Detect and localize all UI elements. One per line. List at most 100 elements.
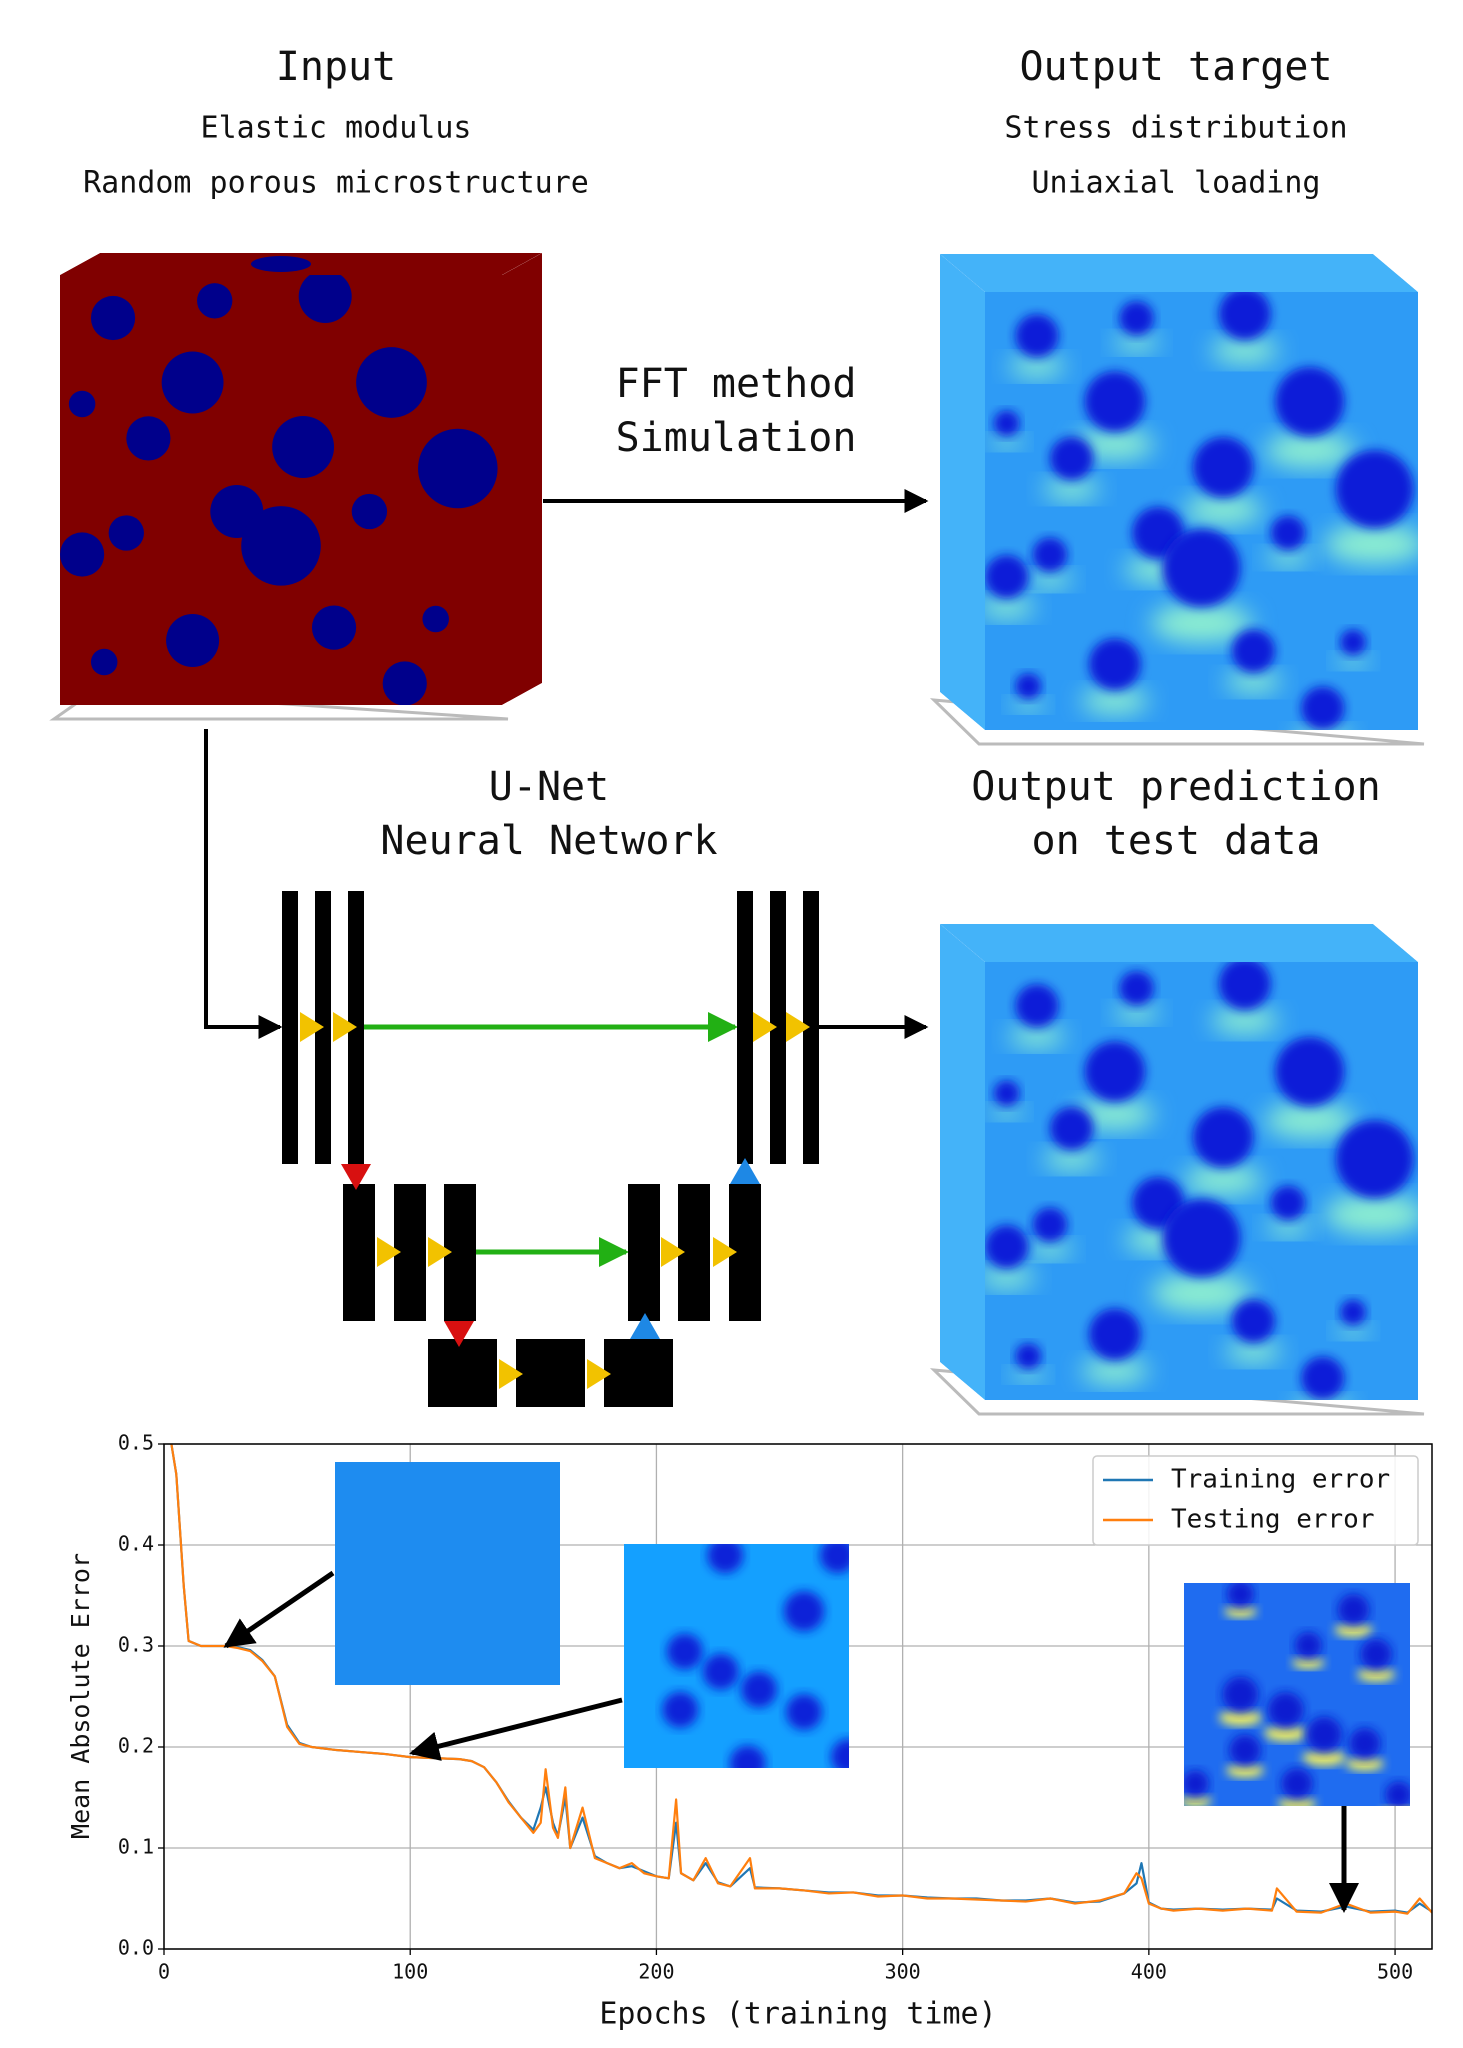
highlight [1324, 524, 1418, 564]
highlight [1218, 1709, 1263, 1726]
cube [929, 254, 1425, 746]
simulation-label: FFT method [616, 361, 857, 407]
operation [661, 1237, 685, 1267]
inset [1184, 1583, 1415, 1818]
pore [1231, 629, 1276, 673]
data-line [170, 1444, 1432, 1915]
highlight [1043, 1148, 1100, 1170]
face [985, 292, 1418, 730]
highlight [1008, 355, 1066, 378]
pore [666, 1633, 703, 1670]
highlight [1278, 1796, 1316, 1806]
pore [1340, 629, 1367, 656]
pore [662, 1691, 699, 1728]
pore [166, 613, 220, 668]
highlight [1075, 429, 1155, 460]
pore [1162, 528, 1241, 607]
operation [377, 1237, 401, 1267]
pore [1348, 1727, 1381, 1760]
pore [1222, 1676, 1259, 1713]
pore [985, 555, 1029, 599]
highlight [989, 435, 1024, 449]
pore [1226, 1583, 1255, 1608]
layer [516, 1339, 585, 1407]
highlight [1183, 1164, 1263, 1196]
face [940, 254, 1418, 292]
field [940, 254, 1418, 292]
pore [418, 428, 498, 509]
pore [197, 283, 233, 319]
operation [713, 1237, 737, 1267]
field [940, 924, 985, 1400]
operation [499, 1359, 523, 1389]
pore [1049, 1106, 1094, 1151]
pore [1275, 366, 1345, 437]
inset-field [624, 1544, 849, 1768]
layer [343, 1184, 375, 1321]
highlight [985, 596, 1035, 619]
pore [1015, 314, 1059, 358]
prediction-label: on test data [1032, 818, 1321, 864]
input-line: Random porous microstructure [83, 166, 589, 201]
operations [300, 1012, 810, 1389]
shade [940, 254, 1418, 292]
pore [1184, 1770, 1209, 1798]
downsample [444, 1321, 474, 1347]
layer [428, 1339, 497, 1407]
highlight [1225, 670, 1282, 693]
upsample [630, 1313, 660, 1339]
y-tick-label: 0.0 [118, 1936, 154, 1960]
pore [382, 661, 427, 705]
legend-label: Training error [1171, 1465, 1390, 1495]
pore [702, 1653, 739, 1690]
pore [1335, 1120, 1414, 1199]
pore [311, 605, 357, 650]
pore [298, 275, 352, 324]
pore [90, 295, 136, 341]
y-tick-label: 0.4 [118, 1532, 154, 1556]
pore [819, 1544, 849, 1574]
field [940, 254, 985, 730]
pore [1301, 686, 1345, 730]
highlight [1011, 698, 1046, 712]
highlight [1264, 1103, 1355, 1138]
highlight [989, 1105, 1024, 1119]
highlight [1114, 1004, 1160, 1022]
highlight [1294, 1397, 1351, 1400]
pore [1337, 1593, 1370, 1626]
pore [351, 493, 388, 530]
layer [282, 891, 298, 1164]
pore [60, 532, 105, 577]
y-axis-label: Mean Absolute Error [66, 1553, 95, 1839]
highlight [1150, 1273, 1253, 1313]
y-tick-label: 0.1 [118, 1835, 154, 1859]
highlight [1382, 1806, 1415, 1818]
highlight [1334, 1622, 1373, 1638]
input-line: Elastic modulus [201, 111, 472, 146]
x-axis-label: Epochs (training time) [599, 1997, 996, 2032]
pore [1049, 436, 1094, 481]
pore [1306, 1716, 1343, 1753]
highlight [985, 1266, 1035, 1289]
highlight [1211, 337, 1279, 364]
x-tick-label: 200 [638, 1960, 674, 1984]
pore [1192, 436, 1254, 498]
shade [940, 924, 985, 1400]
plot-frame [163, 1443, 1433, 1950]
arrow [204, 729, 283, 1039]
y-tick-label: 0.3 [118, 1633, 154, 1657]
simulation-label: Simulation [616, 415, 857, 461]
pore [90, 648, 118, 676]
pore [786, 1694, 822, 1730]
pore [1301, 1356, 1345, 1400]
highlight [1292, 1656, 1325, 1669]
highlight [1224, 1605, 1257, 1618]
pore [1294, 1631, 1322, 1659]
x-tick-label: 500 [1377, 1960, 1413, 1984]
field [940, 924, 1418, 962]
pore [1192, 1106, 1254, 1168]
pore [1270, 515, 1306, 551]
x-tick-label: 400 [1131, 1960, 1167, 1984]
pore [422, 605, 449, 633]
pore [1084, 371, 1146, 432]
